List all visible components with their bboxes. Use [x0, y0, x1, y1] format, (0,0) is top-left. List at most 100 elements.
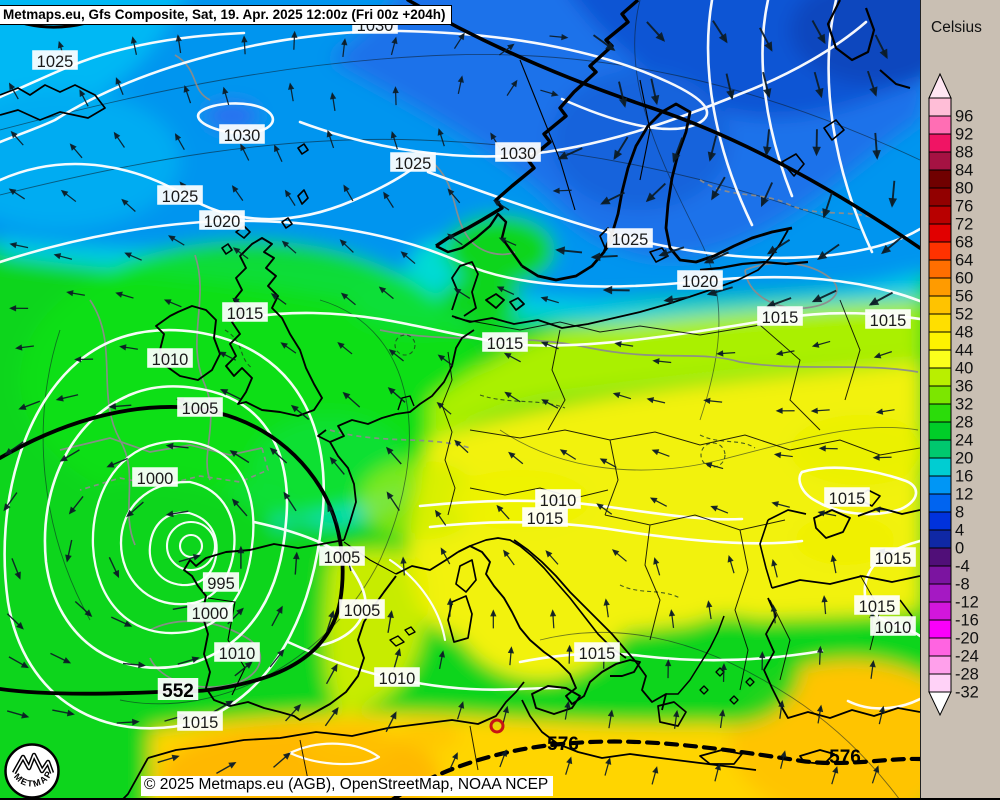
colorbar-cell: [929, 548, 951, 566]
colorbar-cell: [929, 656, 951, 674]
colorbar-tick-label: 64: [955, 252, 973, 270]
isobar-label: 1025: [37, 53, 74, 71]
colorbar-tick-label: 96: [955, 108, 973, 126]
colorbar-tick-label: 32: [955, 396, 973, 414]
copyright-text: © 2025 Metmaps.eu (AGB), OpenStreetMap, …: [141, 776, 553, 796]
colorbar-tick-label: 36: [955, 378, 973, 396]
colorbar-tick-label: 88: [955, 144, 973, 162]
isobar-label: 1015: [579, 645, 616, 663]
colorbar-tick-label: 48: [955, 324, 973, 342]
colorbar-cell: [929, 368, 951, 386]
colorbar-cell: [929, 566, 951, 584]
colorbar-tick-label: 44: [955, 342, 973, 360]
isobar-label: 1005: [344, 602, 381, 620]
colorbar-cell: [929, 170, 951, 188]
isobar-label: 1010: [875, 619, 912, 637]
colorbar-tick-label: 4: [955, 522, 964, 540]
map-canvas: 1025103010301025102010251030102510201015…: [0, 0, 920, 800]
colorbar-cell: [929, 584, 951, 602]
colorbar-tick-label: -12: [955, 594, 979, 612]
colorbar-tick-label: 60: [955, 270, 973, 288]
colorbar-cell: [929, 206, 951, 224]
colorbar-tick-label: 24: [955, 432, 973, 450]
colorbar-tick-label: 20: [955, 450, 973, 468]
colorbar-tick-label: -32: [955, 684, 979, 702]
colorbar-cell: [929, 332, 951, 350]
map-title: Metmaps.eu, Gfs Composite, Sat, 19. Apr.…: [0, 5, 452, 25]
isobar-label: 1005: [324, 549, 361, 567]
colorbar-cell: [929, 260, 951, 278]
colorbar-cell: [929, 152, 951, 170]
colorbar-tick-label: 84: [955, 162, 973, 180]
colorbar-cell: [929, 638, 951, 656]
colorbar-tick-label: 92: [955, 126, 973, 144]
isobar-label: 1025: [162, 188, 199, 206]
colorbar-tick-label: 80: [955, 180, 973, 198]
colorbar-cell: [929, 278, 951, 296]
isobar-label: 1025: [395, 155, 432, 173]
isobar-label: 1015: [527, 510, 564, 528]
isobar-label: 1010: [540, 492, 577, 510]
temperature-field: [0, 0, 920, 800]
colorbar-cell: [929, 404, 951, 422]
gfs-composite-map: 1025103010301025102010251030102510201015…: [0, 0, 920, 800]
colorbar-bottom-triangle: [929, 692, 951, 715]
colorbar-tick-label: -4: [955, 558, 970, 576]
colorbar: 9692888480767268646056524844403632282420…: [921, 0, 1000, 800]
isobar-label: 1020: [204, 213, 241, 231]
colorbar-cell: [929, 116, 951, 134]
colorbar-tick-label: 40: [955, 360, 973, 378]
colorbar-cell: [929, 512, 951, 530]
isobar-label: 1010: [379, 670, 416, 688]
isobar-label: 1030: [500, 145, 537, 163]
colorbar-cell: [929, 386, 951, 404]
colorbar-tick-label: -8: [955, 576, 970, 594]
colorbar-tick-label: 52: [955, 306, 973, 324]
isobar-label: 1000: [192, 605, 229, 623]
colorbar-tick-label: 0: [955, 540, 964, 558]
colorbar-cell: [929, 98, 951, 116]
colorbar-tick-label: 12: [955, 486, 973, 504]
thickness-label: 552: [162, 681, 194, 702]
isobar-label: 1015: [487, 335, 524, 353]
colorbar-tick-label: -28: [955, 666, 979, 684]
colorbar-cell: [929, 674, 951, 692]
isobar-label: 1015: [227, 305, 264, 323]
colorbar-tick-label: -20: [955, 630, 979, 648]
colorbar-cell: [929, 494, 951, 512]
isobar-label: 1015: [829, 490, 866, 508]
isobar-label: 1015: [870, 312, 907, 330]
metmaps-logo: METMAPS: [3, 742, 61, 800]
isobar-label: 1025: [612, 231, 649, 249]
colorbar-tick-label: 76: [955, 198, 973, 216]
colorbar-tick-label: 16: [955, 468, 973, 486]
isobar-label: 1000: [137, 470, 174, 488]
colorbar-cell: [929, 188, 951, 206]
legend-panel: Celsius 96928884807672686460565248444036…: [920, 0, 1000, 800]
isobar-label: 1015: [182, 714, 219, 732]
colorbar-cell: [929, 440, 951, 458]
colorbar-cell: [929, 242, 951, 260]
isobar-label: 1010: [219, 645, 256, 663]
colorbar-top-triangle: [929, 74, 951, 98]
colorbar-cell: [929, 602, 951, 620]
colorbar-tick-label: 68: [955, 234, 973, 252]
colorbar-cell: [929, 422, 951, 440]
colorbar-tick-label: 56: [955, 288, 973, 306]
thickness-label: 576: [547, 734, 579, 755]
colorbar-cell: [929, 530, 951, 548]
isobar-label: 1030: [224, 127, 261, 145]
isobar-label: 1015: [762, 309, 799, 327]
isobar-label: 1010: [152, 351, 189, 369]
colorbar-cell: [929, 458, 951, 476]
colorbar-cell: [929, 620, 951, 638]
colorbar-tick-label: -16: [955, 612, 979, 630]
colorbar-tick-label: 8: [955, 504, 964, 522]
thickness-label: 576: [829, 747, 861, 768]
colorbar-cell: [929, 350, 951, 368]
weather-map-app: 1025103010301025102010251030102510201015…: [0, 0, 1000, 800]
colorbar-cell: [929, 134, 951, 152]
isobar-label: 1015: [859, 598, 896, 616]
colorbar-cell: [929, 224, 951, 242]
colorbar-cell: [929, 314, 951, 332]
